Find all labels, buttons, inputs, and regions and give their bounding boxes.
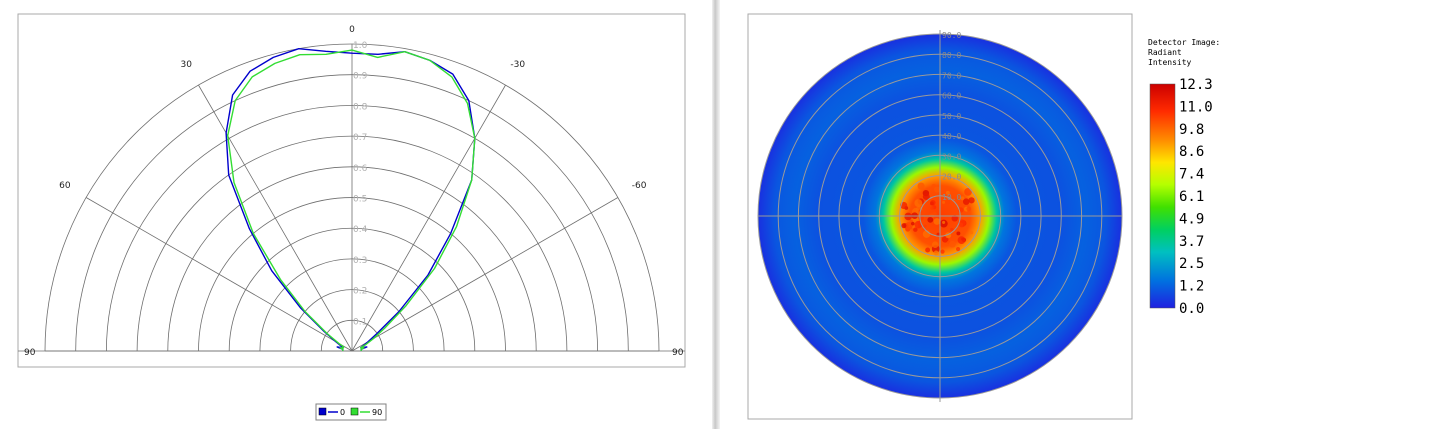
colorbar-tick-label: 1.2 [1179, 279, 1204, 295]
hotspot-speck [914, 199, 923, 208]
colorbar-tick-label: 3.7 [1179, 234, 1204, 250]
radial-tick-label: 0.3 [353, 256, 367, 266]
colorbar-tick-label: 4.9 [1179, 211, 1204, 227]
detector-title-line-1: Detector Image: [1148, 38, 1220, 47]
ring-label: 50.0 [942, 112, 961, 121]
ring-label: 80.0 [942, 51, 961, 60]
ring-label: 20.0 [942, 173, 961, 182]
colorbar-tick-label: 2.5 [1179, 256, 1204, 272]
radial-tick-label: 0.6 [353, 164, 368, 174]
detector-panel: 10.0 20.0 30.0 40.0 50.0 60.0 70.0 80.0 90.0 Det… [720, 0, 1439, 429]
hotspot-speck [925, 247, 931, 253]
legend-label-0: 0 [340, 408, 345, 417]
hotspot-speck [933, 186, 941, 193]
polar-spoke [351, 84, 506, 352]
polar-plot-frame [17, 13, 686, 368]
hotspot-speck [905, 221, 913, 230]
polar-spoke [85, 197, 353, 352]
colorbar-tick-label: 0.0 [1179, 301, 1204, 317]
angle-tick-label: 90 [672, 348, 684, 358]
hotspot-speck [957, 236, 966, 245]
angle-tick-label: -60 [632, 181, 647, 191]
legend-swatch-0-icon [318, 407, 327, 416]
polar-chart-panel: 0.1 0.2 0.3 0.4 0.5 0.6 0.7 0.8 0.9 1.0 0 30 -30 60 -6… [0, 0, 712, 429]
hotspot-speck [929, 201, 934, 206]
hotspot-speck [966, 206, 972, 212]
radial-tick-label: 0.4 [353, 225, 368, 235]
hotspot-speck [913, 227, 918, 232]
detector-image: 10.0 20.0 30.0 40.0 50.0 60.0 70.0 80.0 90.0 Det… [747, 13, 1225, 420]
colorbar-tick-label: 9.8 [1179, 122, 1204, 138]
hotspot-speck [936, 232, 941, 237]
panel-splitter[interactable] [712, 0, 720, 429]
hotspot-speck [923, 224, 927, 228]
hotspot-speck [964, 187, 972, 196]
hotspot-speck [930, 206, 934, 210]
colorbar-tick-label: 12.3 [1179, 77, 1213, 93]
hotspot-speck [911, 221, 915, 226]
hotspot-speck [968, 197, 975, 204]
series-line-90 [227, 49, 476, 352]
radial-tick-label: 0.9 [353, 72, 368, 82]
hotspot-speck [969, 230, 974, 235]
legend-label-90: 90 [372, 408, 382, 417]
radial-tick-label: 0.1 [353, 317, 367, 327]
ring-label: 30.0 [942, 152, 961, 161]
detector-grid [757, 30, 1123, 402]
hotspot-speck [960, 196, 965, 201]
colorbar [1149, 83, 1176, 309]
hotspot-speck [942, 220, 946, 224]
legend-swatch-90-icon [350, 407, 359, 416]
detector-title: Detector Image: Radiant Intensity [1148, 38, 1225, 67]
legend: 0 90 [315, 403, 387, 421]
hotspot-speck [962, 198, 970, 205]
hotspot-texture [900, 182, 975, 256]
hotspot-speck [950, 227, 954, 232]
polar-spoke [351, 197, 619, 352]
detector-title-line-2: Radiant [1148, 48, 1182, 57]
hotspot-speck [901, 223, 907, 229]
radial-tick-label: 0.8 [353, 102, 368, 112]
radial-tick-label: 0.7 [353, 133, 367, 143]
colorbar-tick-label: 6.1 [1179, 189, 1204, 205]
angle-tick-label: 30 [180, 60, 192, 70]
hotspot-speck [917, 182, 925, 190]
polar-spoke [198, 84, 353, 352]
detector-title-line-3: Intensity [1148, 58, 1192, 67]
angle-tick-label: 60 [59, 181, 71, 191]
ring-label: 90.0 [942, 31, 961, 40]
hotspot-speck [945, 190, 950, 195]
polar-chart: 0.1 0.2 0.3 0.4 0.5 0.6 0.7 0.8 0.9 1.0 0 30 -30 60 -6… [17, 13, 686, 421]
hotspot-speck [914, 220, 923, 229]
angle-tick-label: 90 [24, 348, 36, 358]
hotspot-speck [942, 200, 946, 204]
hotspot-speck [931, 241, 939, 248]
ring-label: 60.0 [942, 92, 961, 101]
hotspot-speck [922, 193, 930, 201]
ring-label: 10.0 [942, 193, 961, 202]
hotspot-speck [933, 218, 941, 225]
colorbar-tick-label: 7.4 [1179, 167, 1204, 183]
angle-tick-label: 0 [349, 25, 355, 35]
hotspot-speck [933, 250, 939, 256]
hotspot-speck [956, 247, 961, 252]
hotspot-speck [927, 216, 934, 223]
hotspot-speck [951, 215, 959, 222]
hotspot-speck [934, 236, 939, 241]
colorbar-labels: 12.3 11.0 9.8 8.6 7.4 6.1 4.9 3.7 2.5 1.2 0.0 [1179, 77, 1213, 317]
radial-tick-label: 1.0 [353, 41, 368, 51]
angle-tick-label: -30 [510, 60, 525, 70]
radial-tick-label: 0.2 [353, 287, 367, 297]
colorbar-tick-label: 8.6 [1179, 144, 1204, 160]
hotspot-speck [949, 240, 956, 248]
hotspot-speck [940, 249, 945, 254]
ring-label: 70.0 [942, 71, 961, 80]
hotspot-speck [945, 199, 951, 205]
colorbar-tick-label: 11.0 [1179, 99, 1213, 115]
hotspot-speck [956, 231, 961, 236]
ring-label: 40.0 [942, 132, 961, 141]
radial-tick-label: 0.5 [353, 195, 367, 205]
hotspot-speck [946, 240, 951, 244]
